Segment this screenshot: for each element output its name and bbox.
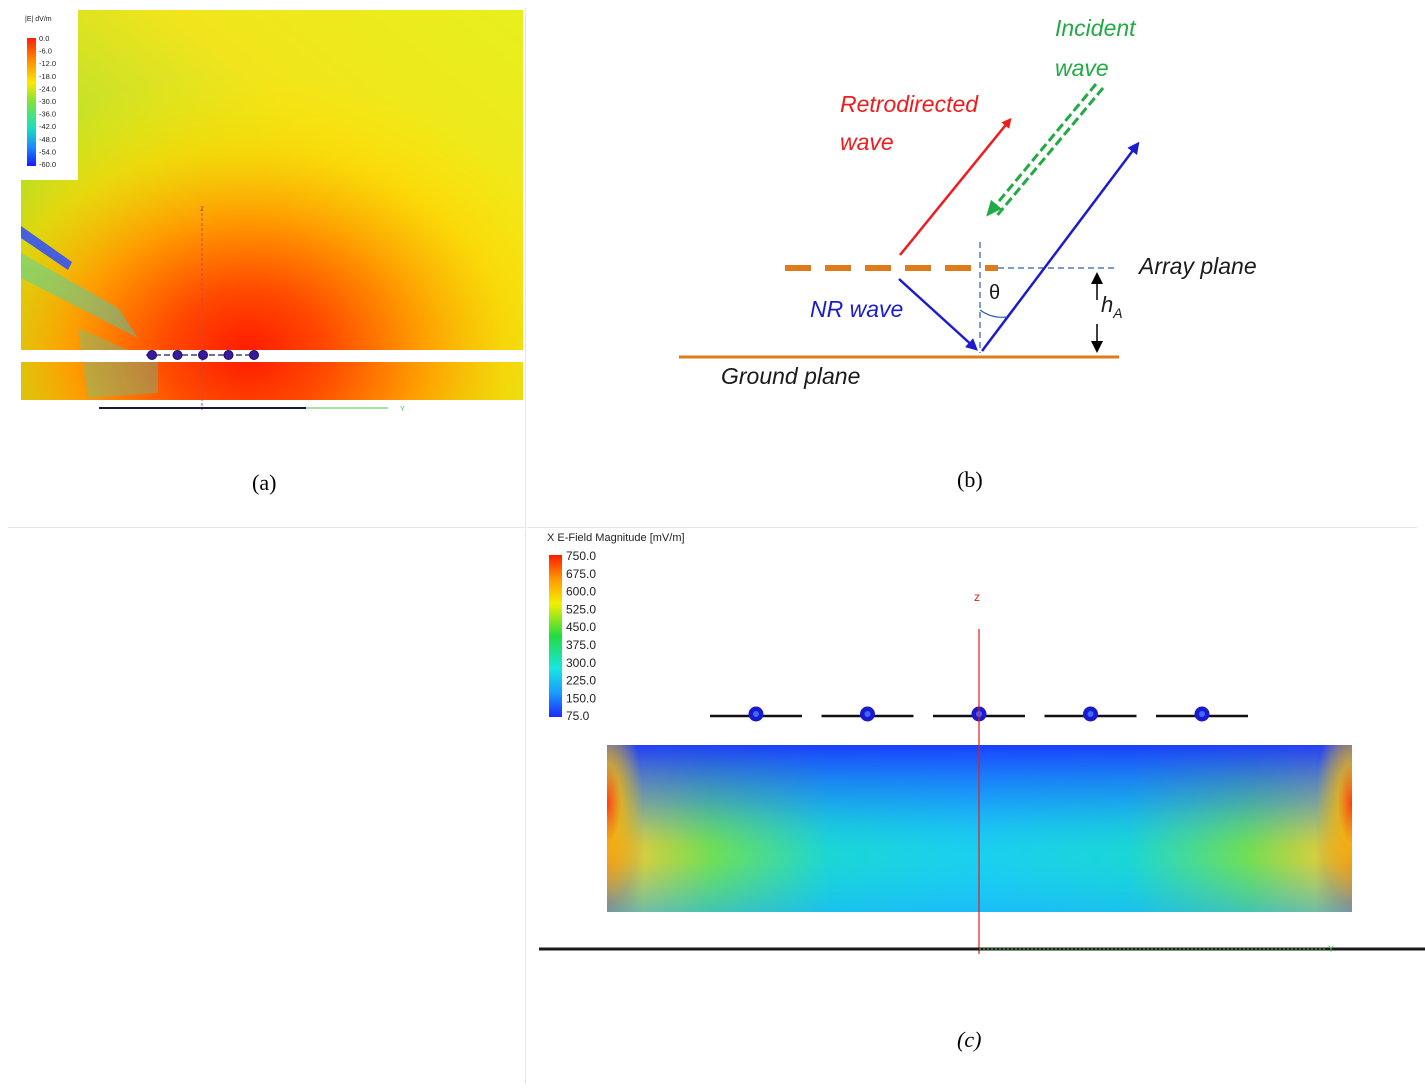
field-hotspot-left — [607, 745, 667, 912]
nr-wave-reflected — [981, 141, 1140, 352]
array-element — [198, 350, 208, 360]
caption-b: (b) — [957, 467, 983, 492]
incident-wave-line1 — [993, 87, 1105, 219]
legend-label: -12.0 — [39, 59, 56, 68]
panel-c: X E-Field Magnitude [mV/m] 750.0 675.0 600… — [527, 529, 1425, 1084]
legend-label: 525.0 — [566, 602, 596, 616]
legend-title: |E| dV/m — [25, 16, 52, 23]
array-elements — [147, 350, 259, 360]
array-element-core — [864, 711, 871, 717]
legend-label: -24.0 — [39, 84, 56, 93]
caption-c: (c) — [957, 1027, 982, 1052]
incident-label-2: wave — [1055, 55, 1109, 81]
array-element — [249, 350, 259, 360]
legend-label: 450.0 — [566, 620, 596, 634]
legend-label: 150.0 — [566, 691, 596, 705]
legend-label: -42.0 — [39, 122, 56, 131]
legend-label: -36.0 — [39, 110, 56, 119]
field-hotspot — [21, 10, 523, 400]
theta-arc — [979, 309, 1008, 318]
incident-wave-arrow — [986, 83, 1098, 217]
ground-strip — [21, 350, 523, 362]
panel-b: Incident wave Retrodirected wave Array p… — [527, 8, 1417, 528]
legend-colorbar — [549, 555, 562, 717]
legend-label: 675.0 — [566, 567, 596, 581]
diagram-b: Incident wave Retrodirected wave Array p… — [679, 15, 1257, 389]
array-element-core — [753, 711, 759, 717]
field-hotspot-right — [1292, 745, 1352, 912]
legend-label: -54.0 — [39, 147, 56, 156]
legend-label: 375.0 — [566, 638, 596, 652]
theta-label: θ — [989, 282, 1000, 304]
retrodirected-wave-arrow — [899, 117, 1012, 256]
legend-label: -48.0 — [39, 135, 56, 144]
array-element-core — [1199, 711, 1205, 717]
y-axis-label: Y — [400, 406, 405, 413]
z-axis-label: z — [974, 590, 980, 604]
legend-label: 750.0 — [566, 549, 596, 563]
array-element-core — [1087, 711, 1094, 717]
legend-label: -6.0 — [39, 47, 52, 56]
field-null-region — [21, 226, 72, 270]
legend-label: 225.0 — [566, 674, 596, 688]
legend-label: 300.0 — [566, 656, 596, 670]
nr-wave-incoming — [898, 278, 978, 351]
legend-title: X E-Field Magnitude [mV/m] — [547, 532, 685, 544]
retro-label-1: Retrodirected — [840, 91, 979, 117]
array-element — [147, 350, 157, 360]
z-axis-label: z — [200, 204, 204, 213]
nr-wave-label: NR wave — [810, 296, 903, 322]
incident-label-1: Incident — [1055, 15, 1137, 41]
array-elements — [710, 706, 1248, 722]
legend-colorbar — [27, 38, 36, 166]
empty-cell — [8, 529, 526, 1084]
legend-label: -30.0 — [39, 97, 56, 106]
ground-plane-label: Ground plane — [721, 363, 860, 389]
field-plot-c: X E-Field Magnitude [mV/m] 750.0 675.0 600… — [539, 532, 1425, 954]
array-element — [172, 350, 183, 360]
caption-a: (a) — [252, 470, 277, 495]
retro-label-2: wave — [840, 129, 894, 155]
legend-label: 0.0 — [39, 34, 49, 43]
legend-label: 75.0 — [566, 709, 590, 723]
panel-a: z Y |E| dV/m 0.0 -6.0 -12.0 -18.0 -24.0 -30.0… — [8, 8, 526, 528]
array-plane-label: Array plane — [1137, 253, 1257, 279]
field-plot-a: z Y |E| dV/m 0.0 -6.0 -12.0 -18.0 -24.0 -30.0… — [21, 10, 523, 413]
legend-labels: 750.0 675.0 600.0 525.0 450.0 375.0 300.0 225.0… — [566, 549, 596, 723]
array-element — [223, 350, 234, 360]
legend-label: -60.0 — [39, 160, 56, 169]
legend-labels: 0.0 -6.0 -12.0 -18.0 -24.0 -30.0 -36.0 -42.0 -48… — [39, 34, 56, 169]
height-label: hA — [1101, 292, 1123, 321]
legend-label: -18.0 — [39, 72, 56, 81]
legend-label: 600.0 — [566, 585, 596, 599]
y-axis-label: Y — [1328, 944, 1334, 954]
